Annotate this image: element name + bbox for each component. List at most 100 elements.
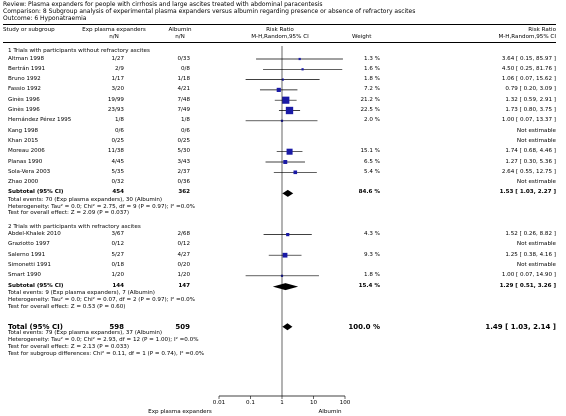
study-point: [276, 87, 281, 92]
study-ci-text: 1.00 [ 0.07, 13.37 ]: [501, 117, 556, 124]
stats-line: Test for overall effect: Z = 2.09 (P = 0…: [8, 210, 130, 217]
study-point: [285, 106, 294, 115]
study-ci-text: 3.64 [ 0.15, 85.97 ]: [501, 55, 556, 62]
pooled-ci-text: 1.49 [ 1.03, 2.14 ]: [485, 322, 556, 331]
study-weight: 6.5 %: [364, 158, 380, 165]
study-exp-events: 3/20: [111, 86, 124, 93]
study-name: Graziotto 1997: [8, 241, 50, 248]
study-name: Kang 1998: [8, 127, 39, 134]
study-ci-text: 1.32 [ 0.59, 2.91 ]: [505, 96, 556, 103]
study-alb-events: 0/25: [177, 137, 190, 144]
study-exp-events: 3/67: [111, 231, 124, 238]
axis-right-label: Albumin: [318, 409, 342, 415]
study-exp-events: 1/8: [114, 117, 124, 124]
pooled-label: Subtotal (95% CI): [8, 189, 64, 196]
study-name: Altman 1998: [8, 55, 45, 62]
col-exp: Exp plasma expanders: [82, 27, 146, 33]
study-name: Planas 1990: [8, 158, 43, 165]
study-weight: 1.6 %: [364, 65, 380, 72]
col-alb-n: n/N: [175, 34, 185, 40]
review-title: Review: Plasma expanders for people with…: [3, 1, 323, 8]
study-name: Moreau 2006: [8, 148, 45, 155]
pooled-weight: 15.4 %: [358, 282, 380, 289]
col-rr-sub: M-H,Random,95% CI: [251, 34, 309, 40]
study-exp-events: 11/38: [107, 148, 124, 155]
pooled-label: Total (95% CI): [8, 322, 63, 331]
study-alb-events: 4/21: [177, 86, 190, 93]
study-point: [282, 252, 288, 258]
header-rule-top: [3, 24, 556, 25]
study-point: [282, 96, 290, 104]
study-alb-events: 5/30: [177, 148, 190, 155]
axis-left-label: Exp plasma expanders: [148, 409, 212, 415]
study-weight: 1.8 %: [364, 272, 380, 279]
stats-line: Heterogeneity: Tau² = 0.0; Chi² = 0.07, …: [8, 296, 195, 303]
study-alb-events: 2/37: [177, 168, 190, 175]
study-exp-events: 5/35: [111, 168, 124, 175]
study-weight: 2.0 %: [364, 117, 380, 124]
col-alb: Albumin: [168, 27, 192, 33]
study-name: Simonetti 1991: [8, 262, 51, 268]
study-point: [283, 160, 288, 164]
study-ci-text: 1.00 [ 0.07, 14.90 ]: [501, 272, 556, 279]
study-exp-events: 19/99: [107, 96, 124, 103]
study-alb-events: 0/36: [177, 179, 190, 186]
study-alb-events: 3/43: [177, 158, 190, 165]
study-exp-events: 0/18: [111, 262, 124, 268]
study-alb-events: 0/33: [177, 55, 190, 62]
study-ci-text: Not estimable: [516, 262, 556, 268]
study-ci-text: 1.52 [ 0.26, 8.82 ]: [505, 231, 556, 238]
pooled-diamond: [282, 189, 294, 197]
col-study: Study or subgroup: [3, 27, 55, 33]
study-ci-text: 4.50 [ 0.25, 81.76 ]: [501, 65, 556, 72]
pooled-alb-total: 362: [178, 189, 190, 196]
outcome-title: Outcome: 6 Hyponatraemia: [3, 15, 87, 22]
x-tick-label: 0.1: [246, 400, 255, 406]
study-weight: 22.5 %: [360, 107, 380, 113]
study-name: Fassio 1992: [8, 86, 41, 93]
study-alb-events: 0/6: [180, 127, 190, 134]
study-exp-events: 4/45: [111, 158, 124, 165]
pooled-ci-text: 1.53 [ 1.03, 2.27 ]: [499, 189, 556, 196]
study-ci-text: 1.74 [ 0.68, 4.46 ]: [505, 148, 556, 155]
x-tick-label: 10: [309, 400, 318, 406]
study-weight: 7.2 %: [364, 86, 380, 93]
study-exp-events: 0/12: [111, 241, 124, 248]
study-exp-events: 0/32: [111, 179, 124, 186]
study-point: [286, 232, 290, 237]
pooled-diamond: [282, 323, 293, 331]
comparison-title: Comparison: 8 Subgroup analysis of exper…: [3, 8, 416, 15]
study-exp-events: 5/27: [111, 251, 124, 258]
stats-line: Heterogeneity: Tau² = 0.0; Chi² = 2.75, …: [8, 203, 195, 210]
study-ci-text: Not estimable: [516, 137, 556, 144]
col-exp-n: n/N: [109, 34, 119, 40]
study-alb-events: 1/8: [180, 117, 190, 124]
pooled-weight: 84.6 %: [358, 189, 380, 196]
study-point: [301, 68, 304, 71]
study-exp-events: 0/6: [114, 127, 124, 134]
study-exp-events: 1/20: [111, 272, 124, 279]
stats-line: Total events: 79 (Exp plasma expanders),…: [8, 330, 163, 337]
pooled-weight: 100.0 %: [348, 322, 380, 331]
study-name: Ginès 1996: [8, 107, 40, 113]
study-exp-events: 0/25: [111, 137, 124, 144]
study-alb-events: 0/8: [180, 65, 190, 72]
study-alb-events: 2/68: [177, 231, 190, 238]
col-weight: Weight: [352, 34, 372, 40]
pooled-exp-total: 598: [109, 322, 124, 331]
study-name: Zhao 2000: [8, 179, 39, 186]
study-alb-events: 1/20: [177, 272, 190, 279]
study-ci-text: 0.79 [ 0.20, 3.09 ]: [505, 86, 556, 93]
x-tick-label: 100: [339, 400, 351, 406]
header-rule-bottom: [3, 42, 556, 43]
study-point: [293, 170, 298, 175]
pooled-diamond: [272, 283, 299, 291]
pooled-label: Subtotal (95% CI): [8, 282, 64, 289]
pooled-alb-total: 509: [175, 322, 190, 331]
study-ci-text: 1.73 [ 0.80, 3.75 ]: [505, 107, 556, 113]
study-point: [286, 148, 293, 155]
x-tick-label: 0.01: [212, 400, 226, 406]
study-alb-events: 7/48: [177, 96, 190, 103]
study-weight: 9.3 %: [364, 251, 380, 258]
